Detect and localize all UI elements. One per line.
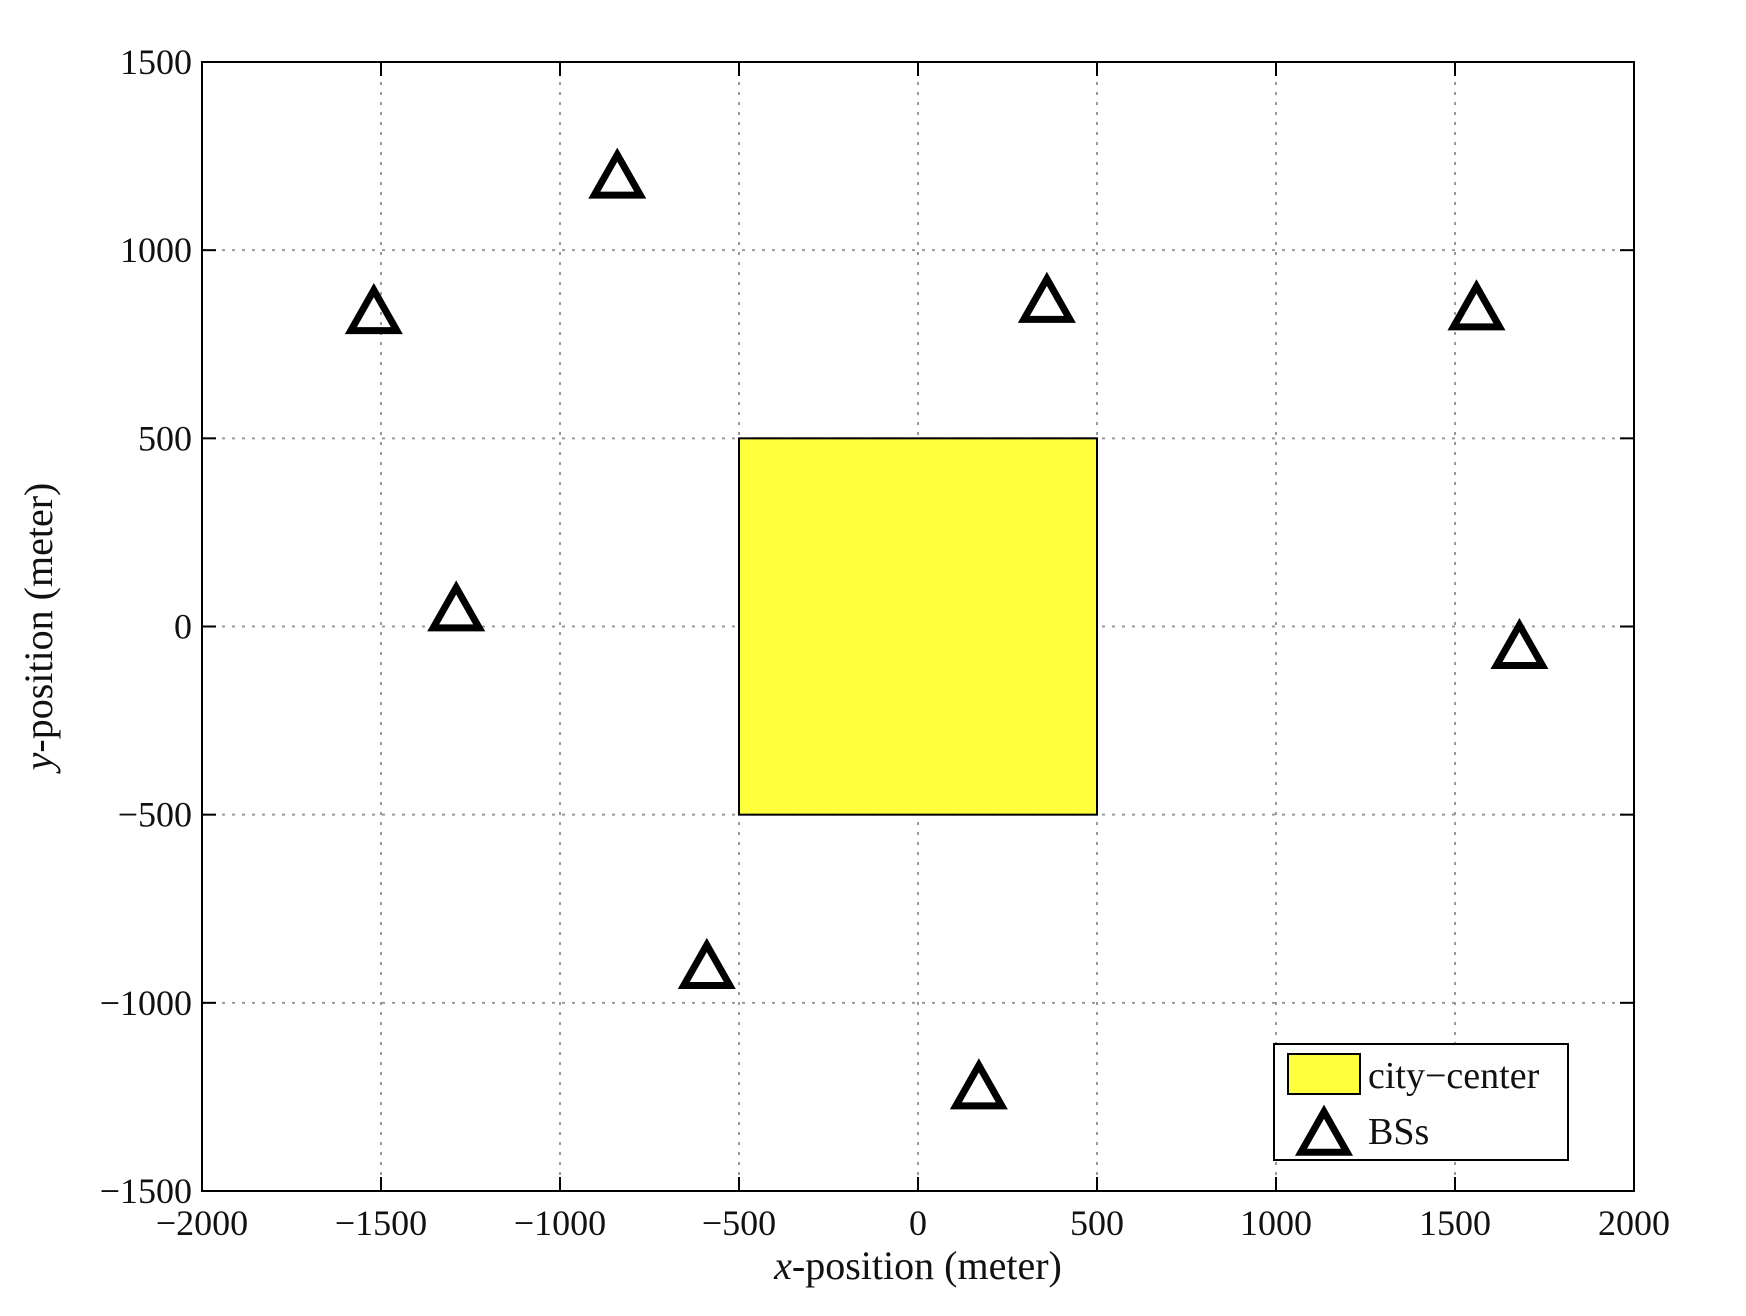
bs-marker	[949, 1058, 1008, 1110]
y-axis-variable: y	[16, 752, 61, 774]
x-tick-label: 2000	[1598, 1203, 1670, 1243]
plot-area-frame	[201, 61, 1635, 1192]
x-tick-label: 1000	[1240, 1203, 1312, 1243]
y-axis-title-text: -position (meter)	[16, 483, 61, 753]
legend-swatch-city-center	[1287, 1053, 1361, 1095]
y-tick-labels: −1500 −1000 −500 0 500 1000 1500	[100, 42, 192, 1211]
bs-marker	[1490, 617, 1549, 670]
x-tick-label: −1000	[514, 1203, 606, 1243]
x-tick-label: −500	[702, 1203, 776, 1243]
x-axis-title: x-position (meter)	[773, 1243, 1062, 1288]
bs-markers	[344, 147, 1549, 1110]
y-tick-label: −1000	[100, 983, 192, 1023]
y-tick-label: 1500	[120, 42, 192, 82]
legend: city−center BSs	[1273, 1043, 1569, 1161]
city-center-layer	[738, 437, 1098, 816]
bs-marker	[427, 580, 486, 632]
bs-marker	[588, 147, 647, 199]
y-axis-title: y-position (meter)	[16, 483, 61, 775]
bs-marker	[344, 283, 403, 335]
legend-label-bss: BSs	[1368, 1111, 1429, 1153]
x-tick-labels: −2000 −1500 −1000 −500 0 500 1000 1500 2000	[156, 1203, 1670, 1243]
bs-marker	[1447, 279, 1506, 331]
x-tick-label: −2000	[156, 1203, 248, 1243]
x-axis-variable: x	[773, 1243, 792, 1288]
x-axis-title-text: -position (meter)	[792, 1243, 1062, 1288]
y-tick-label: 500	[138, 418, 192, 458]
y-tick-label: −1500	[100, 1171, 192, 1211]
y-tick-label: 1000	[120, 230, 192, 270]
x-tick-label: 500	[1070, 1203, 1124, 1243]
grid-lines	[202, 62, 1634, 1191]
city-center-rect	[738, 437, 1098, 816]
bs-marker	[677, 937, 736, 989]
bs-marker	[1017, 271, 1076, 323]
y-tick-label: −500	[118, 795, 192, 835]
legend-label-city-center: city−center	[1368, 1055, 1540, 1097]
y-tick-label: 0	[174, 607, 192, 647]
legend-marker-bss	[1294, 1104, 1354, 1156]
x-tick-label: 1500	[1419, 1203, 1491, 1243]
x-tick-label: −1500	[335, 1203, 427, 1243]
x-tick-label: 0	[909, 1203, 927, 1243]
